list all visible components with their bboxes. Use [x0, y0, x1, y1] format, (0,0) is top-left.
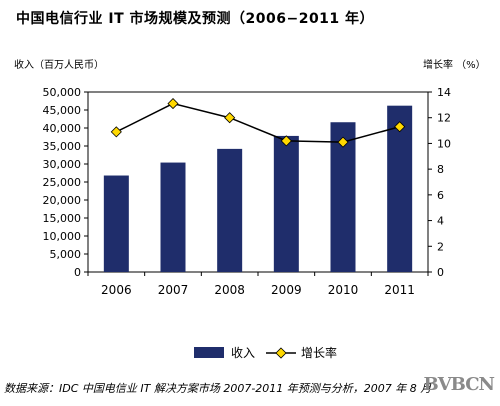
left-axis-tick-label: 15,000: [43, 212, 82, 225]
right-axis-title: 增长率 （%）: [423, 60, 486, 71]
left-axis-tick-label: 35,000: [43, 140, 82, 153]
revenue-bar: [387, 105, 413, 273]
revenue-bar: [217, 148, 243, 272]
x-axis-tick-label: 2008: [214, 283, 245, 297]
legend-growth-label: 增长率: [301, 345, 337, 360]
legend-revenue-label: 收入: [231, 346, 255, 360]
watermark-logo: BVBCN: [423, 374, 495, 395]
left-axis-title: 收入（百万人民币）: [14, 60, 104, 71]
revenue-bar: [273, 135, 299, 272]
right-axis-tick-label: 0: [437, 266, 444, 279]
left-axis-tick-label: 20,000: [43, 194, 82, 207]
growth-rate-marker: [280, 135, 292, 147]
x-axis-tick-label: 2007: [158, 283, 189, 297]
left-axis-tick-label: 25,000: [43, 176, 82, 189]
chart-title: 中国电信行业 IT 市场规模及预测（2006−2011 年）: [16, 11, 375, 27]
growth-rate-marker: [337, 136, 349, 148]
right-axis-tick-label: 2: [437, 240, 444, 253]
x-axis-tick-label: 2009: [271, 283, 302, 297]
x-axis-tick-label: 2011: [384, 283, 415, 297]
right-axis-tick-label: 6: [437, 189, 444, 202]
left-axis-tick-label: 10,000: [43, 230, 82, 243]
growth-rate-marker: [110, 126, 122, 138]
plot-area-frame: [87, 91, 429, 273]
legend-revenue-swatch: [194, 347, 224, 358]
revenue-bar: [160, 162, 186, 272]
left-axis-tick-label: 5,000: [50, 248, 82, 261]
growth-rate-marker: [224, 112, 236, 124]
source-note: 数据来源：IDC 中国电信业 IT 解决方案市场 2007-2011 年预测与分…: [4, 382, 432, 395]
x-axis-tick-label: 2010: [328, 283, 359, 297]
growth-rate-marker: [394, 121, 406, 133]
left-axis-tick-label: 0: [74, 266, 81, 279]
right-axis-tick-label: 8: [437, 163, 444, 176]
legend-growth-marker: [275, 347, 287, 359]
right-axis-tick-label: 14: [437, 86, 451, 99]
growth-rate-line: [115, 102, 400, 143]
growth-rate-marker: [167, 98, 179, 110]
left-axis-tick-label: 45,000: [43, 104, 82, 117]
right-axis-tick-label: 10: [437, 137, 451, 150]
left-axis-tick-label: 40,000: [43, 122, 82, 135]
right-axis-tick-label: 4: [437, 215, 444, 228]
left-axis-tick-label: 50,000: [43, 86, 82, 99]
left-axis-tick-label: 30,000: [43, 158, 82, 171]
revenue-bar: [103, 175, 129, 272]
x-axis-tick-label: 2006: [101, 283, 132, 297]
right-axis-tick-label: 12: [437, 112, 451, 125]
